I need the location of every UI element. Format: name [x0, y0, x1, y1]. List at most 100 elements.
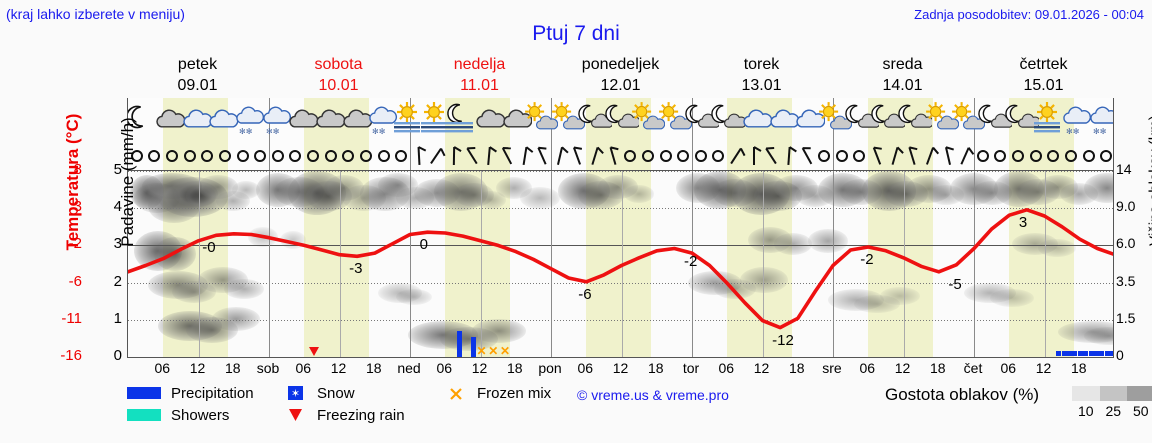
cloud-density-blob — [774, 233, 812, 255]
gridline-halfday — [1044, 171, 1046, 357]
wind-calm-icon — [194, 144, 220, 168]
day-name: sobota — [314, 56, 363, 73]
wind-barb — [917, 144, 943, 168]
copyright-link[interactable]: © vreme.us & vreme.pro — [577, 387, 729, 403]
precipitation-tick: 5 — [113, 161, 122, 178]
wind-barb — [564, 144, 590, 168]
gridline-halfday — [198, 171, 200, 357]
time-tick-label: 12 — [1035, 360, 1052, 376]
temperature-annotation: -0 — [202, 238, 216, 256]
wind-calm-icon — [670, 144, 696, 168]
page-title: Ptuj 7 dni — [532, 22, 620, 45]
time-tick-label: 12 — [612, 360, 629, 376]
freezing-rain-icon — [289, 409, 302, 421]
time-tick-label: 06 — [436, 360, 453, 376]
wind-barb — [899, 144, 925, 168]
wind-calm-icon — [811, 144, 837, 168]
cloud-density-blob — [1058, 321, 1113, 343]
time-tick-label: 06 — [577, 360, 594, 376]
weather-icon-cloudsnow: ✻✻ — [364, 100, 398, 140]
day-date: 10.01 — [318, 77, 359, 94]
snow-marker — [1110, 351, 1113, 356]
density-scale-number: 10 — [1077, 403, 1094, 419]
legend-freezing-rain: Freezing rain — [317, 407, 405, 424]
day-header-1: sobota 10.01 — [268, 54, 409, 98]
weather-icon-sunfog — [391, 100, 425, 140]
snow-marker — [1088, 351, 1094, 356]
weather-icon-suncloud — [951, 100, 986, 140]
gridline-horizontal — [128, 320, 1113, 321]
cloud-density-blob — [1038, 239, 1076, 257]
wind-calm-icon — [353, 144, 379, 168]
wind-calm-icon — [177, 144, 203, 168]
time-tick-label: 18 — [365, 360, 382, 376]
day-header-4: torek 13.01 — [691, 54, 832, 98]
time-tick-label: 06 — [295, 360, 312, 376]
temperature-annotation: -2 — [684, 252, 698, 270]
cloud-density-blob — [828, 289, 884, 311]
density-segment — [1127, 386, 1152, 401]
day-separator — [269, 98, 270, 170]
cloud-density-blob — [748, 227, 792, 253]
cloud-density-blob — [906, 175, 952, 203]
temperature-annotation: 3 — [1018, 213, 1028, 231]
cloud-density-blob — [808, 229, 848, 253]
wind-calm-icon — [1093, 144, 1113, 168]
wind-calm-icon — [846, 144, 872, 168]
weather-icon-mooncloud — [898, 100, 934, 140]
gridline-horizontal — [128, 171, 1113, 172]
cloud-density-blob — [854, 295, 900, 313]
svg-text:✻✻: ✻✻ — [372, 127, 386, 136]
temperature-annotation: -6 — [578, 285, 592, 303]
weather-icon-sunfog — [1031, 100, 1065, 140]
wind-calm-icon — [282, 144, 308, 168]
wind-calm-icon — [388, 144, 414, 168]
wind-calm-icon — [300, 144, 326, 168]
weather-icon-mooncloud — [684, 100, 721, 140]
density-segment — [1072, 386, 1100, 401]
daylight-band — [1009, 98, 1074, 170]
legend-showers: Showers — [171, 407, 230, 424]
gridline-day — [551, 171, 552, 357]
day-name: ponedeljek — [581, 56, 660, 73]
svg-text:✶: ✶ — [291, 388, 300, 400]
wind-calm-icon — [230, 144, 256, 168]
weather-icon-cloudsnow: ✻✻ — [1085, 100, 1113, 140]
cloud-height-tick: 14 — [1116, 161, 1132, 177]
temperature-line — [128, 208, 1113, 330]
cloud-density-blob — [1012, 233, 1058, 255]
wind-barb — [723, 144, 749, 168]
cloud-density-blob — [624, 185, 654, 203]
temperature-tick: -16 — [60, 347, 82, 364]
wind-calm-icon — [653, 144, 679, 168]
time-tick-label: 12 — [894, 360, 911, 376]
wind-calm-icon — [335, 144, 361, 168]
svg-text:✻✻: ✻✻ — [266, 127, 280, 136]
wind-barb — [547, 144, 573, 168]
temperature-annotation: -2 — [860, 250, 874, 268]
time-tick-label: 18 — [929, 360, 946, 376]
wind-calm-icon — [829, 144, 855, 168]
wind-barb — [582, 144, 608, 168]
day-date: 15.01 — [1023, 77, 1064, 94]
time-tick-label: ned — [397, 360, 421, 376]
snow-marker — [1072, 351, 1078, 356]
density-segment — [1099, 386, 1127, 401]
day-header-3: ponedeljek 12.01 — [550, 54, 691, 98]
cloud-density-blob — [454, 183, 494, 207]
frozen-mix-marker: ✕ — [476, 344, 487, 358]
time-tick-label: 12 — [189, 360, 206, 376]
cloud-density-blob — [476, 191, 506, 209]
cloud-density-blob — [598, 175, 638, 199]
weather-icon-suncloud — [925, 100, 959, 140]
wind-calm-icon — [970, 144, 996, 168]
legend-frozen-mix: Frozen mix — [477, 385, 552, 402]
time-tick-label: 18 — [1070, 360, 1087, 376]
wind-calm-icon — [705, 144, 731, 168]
day-date: 13.01 — [741, 77, 782, 94]
time-tick-label: sre — [822, 360, 842, 376]
wind-calm-icon — [265, 144, 291, 168]
cloud-density-blob — [324, 175, 364, 201]
snow-marker — [1099, 351, 1105, 356]
weather-icon-mooncloud — [604, 100, 641, 140]
